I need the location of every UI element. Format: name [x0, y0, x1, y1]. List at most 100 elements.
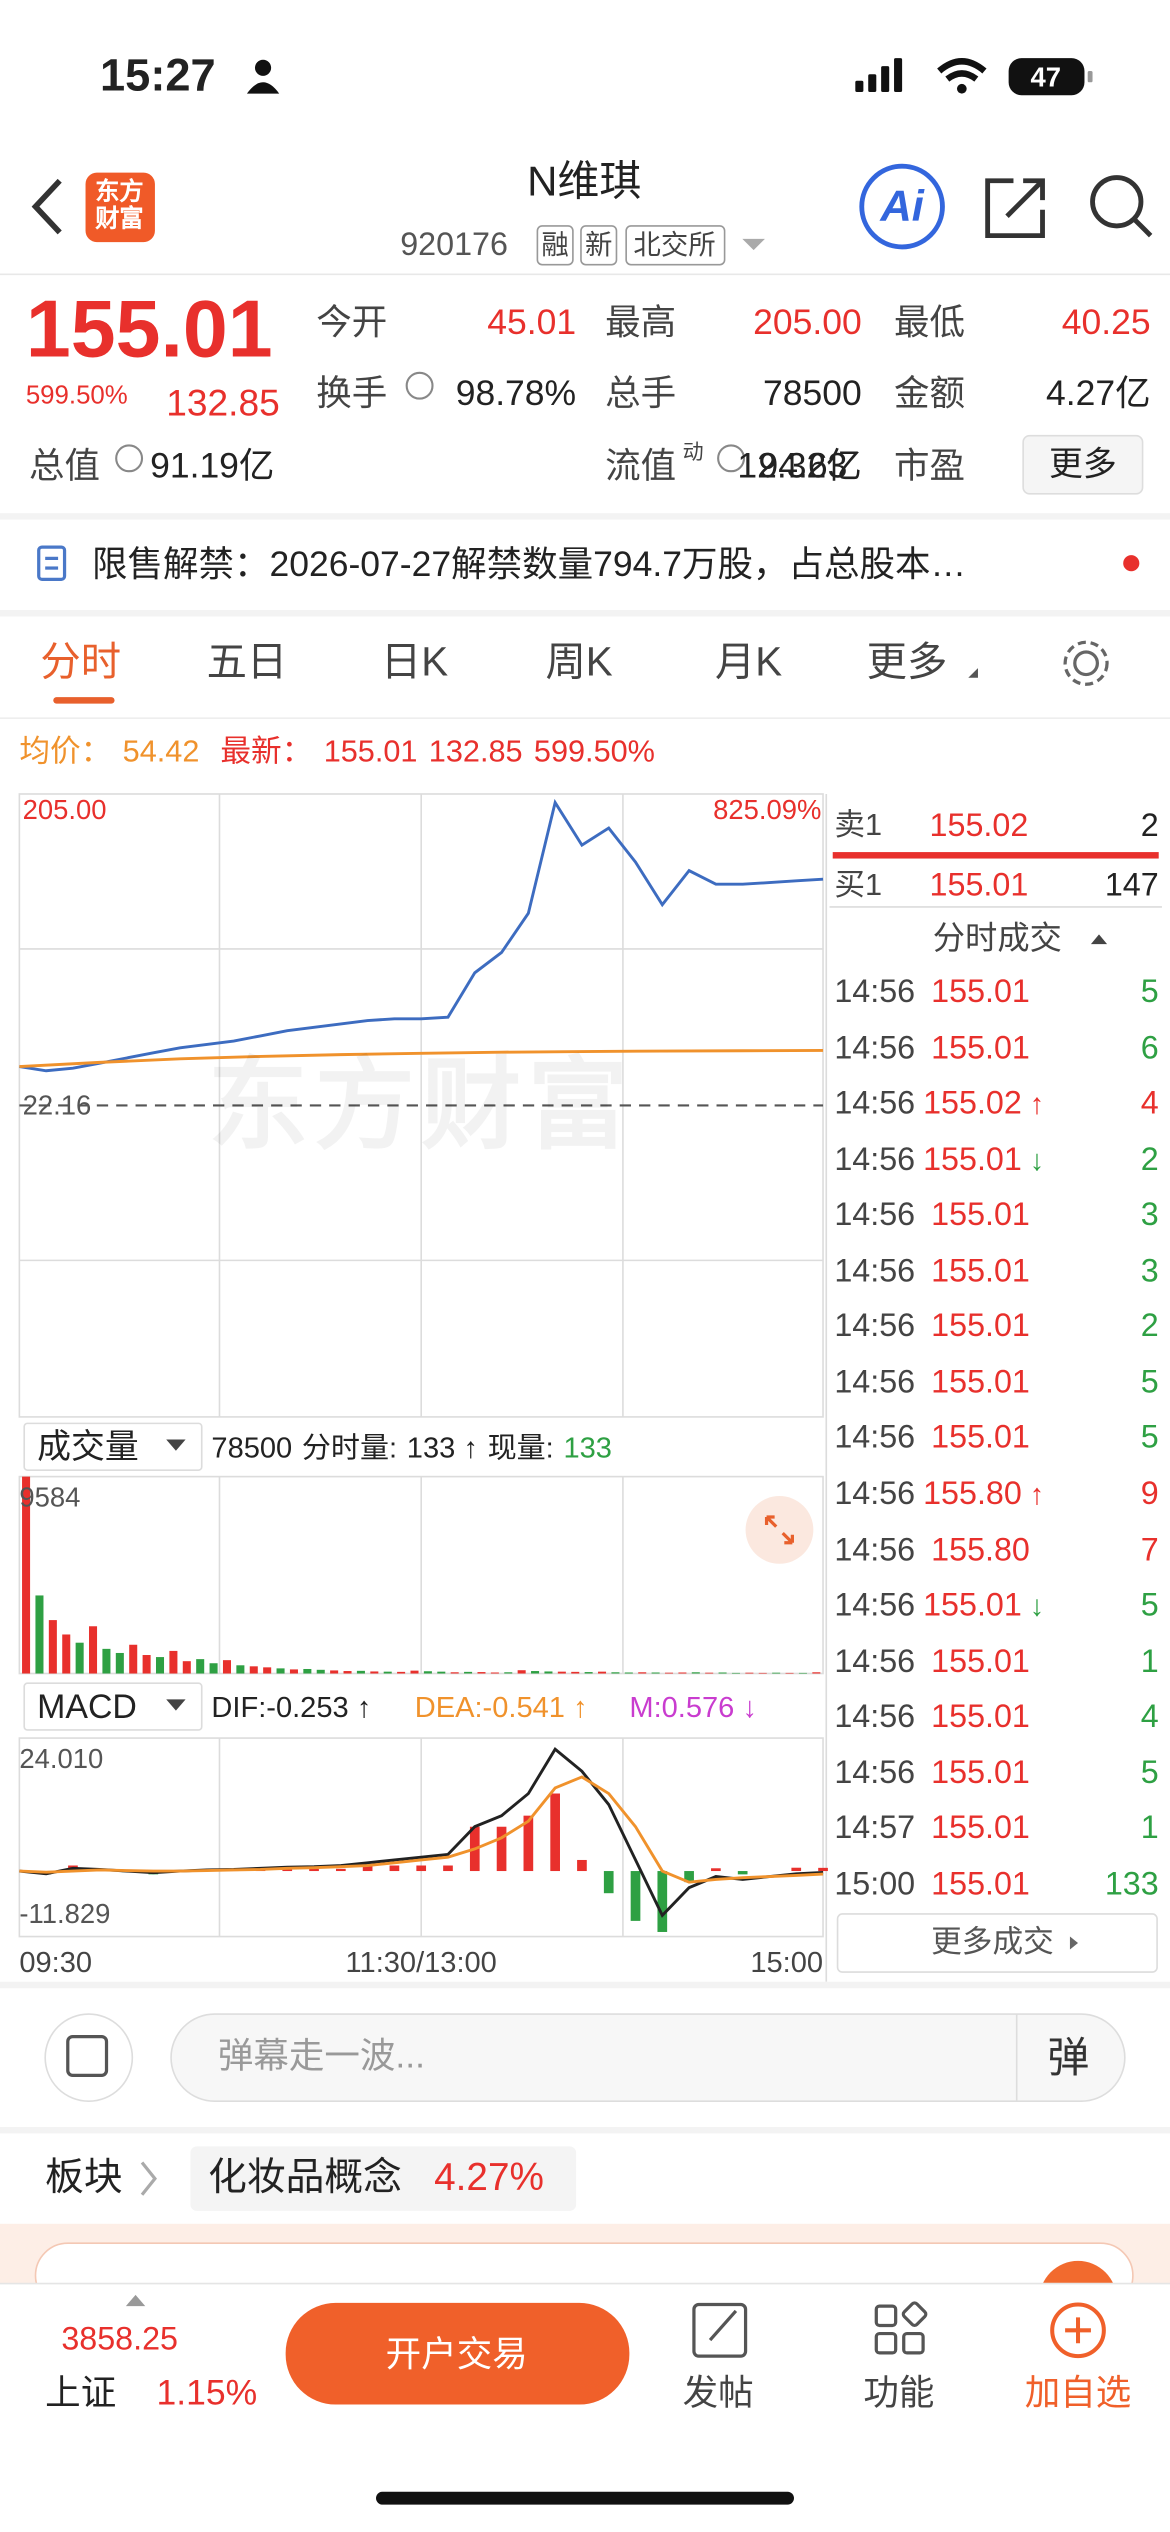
- sector-name[interactable]: 化妆品概念: [208, 2156, 402, 2200]
- stat-value: 4.27亿: [1046, 372, 1151, 414]
- macd-bar: [309, 1868, 319, 1872]
- stock-code: 920176: [400, 227, 508, 264]
- y-tick-label: 22.16: [22, 1090, 92, 1121]
- summary-avg-label: 均价：: [19, 735, 112, 770]
- action-label[interactable]: 功能: [863, 2372, 935, 2413]
- logo-text: 东方财富: [95, 178, 144, 233]
- trade-arrow: ↑: [1029, 1087, 1045, 1121]
- volume-bar: [611, 1672, 620, 1674]
- tab[interactable]: 分时: [40, 639, 122, 686]
- danmu-button[interactable]: 弹: [1047, 2033, 1090, 2082]
- summary-change: 132.85: [428, 735, 523, 770]
- more-trades[interactable]: 更多成交: [931, 1926, 1054, 1960]
- tab[interactable]: 周K: [545, 639, 613, 686]
- search-button[interactable]: [1090, 175, 1144, 229]
- macd-selector[interactable]: MACD: [37, 1688, 137, 1726]
- trade-volume: 5: [1140, 1755, 1159, 1792]
- stat-label: 最高: [605, 301, 677, 343]
- volume-bar: [517, 1670, 526, 1674]
- macd-m: M:0.576 ↓: [629, 1691, 757, 1724]
- notice-text[interactable]: 限售解禁：2026-07-27解禁数量794.7万股，占总股本…: [91, 543, 967, 585]
- volume-bar: [289, 1669, 298, 1674]
- sector-change[interactable]: 4.27%: [434, 2156, 544, 2200]
- tab[interactable]: 五日: [206, 639, 288, 686]
- volume-bar: [584, 1672, 593, 1674]
- macd-bar: [818, 1867, 828, 1872]
- volume-bar: [222, 1660, 231, 1674]
- trade-button-label[interactable]: 开户交易: [385, 2333, 528, 2374]
- volume-minute: 133 ↑: [406, 1431, 478, 1464]
- tab[interactable]: 日K: [380, 639, 449, 686]
- status-icons: [246, 58, 1093, 96]
- comment-input[interactable]: [170, 2013, 1126, 2102]
- volume-bar: [169, 1650, 178, 1674]
- macd-line: [19, 1775, 824, 1884]
- trade-price: 155.01: [931, 1030, 1030, 1066]
- trade-arrow: ↑: [1029, 1478, 1045, 1511]
- trade-button[interactable]: [285, 2302, 630, 2405]
- trade-price: 155.01: [931, 1309, 1030, 1345]
- trade-volume: 9: [1140, 1476, 1159, 1513]
- macd-bar: [523, 1815, 534, 1872]
- summary-avg: 54.42: [122, 735, 200, 770]
- volume-bar: [477, 1672, 486, 1674]
- volume-bar: [705, 1672, 714, 1674]
- volume-bar: [48, 1620, 57, 1674]
- volume-bar: [731, 1672, 740, 1674]
- volume-current: 133: [563, 1431, 612, 1464]
- volume-selector[interactable]: 成交量: [37, 1429, 139, 1467]
- trade-price: 155.01: [931, 974, 1030, 1011]
- volume-minute-label: 分时量:: [301, 1431, 398, 1464]
- book-price: 155.01: [929, 868, 1029, 904]
- sector-pill[interactable]: [190, 2146, 577, 2211]
- volume-bar: [490, 1672, 499, 1674]
- stat-value: 98.78%: [455, 372, 577, 414]
- trade-volume: 6: [1140, 1030, 1159, 1066]
- trade-arrow: ↓: [1029, 1143, 1045, 1176]
- action-label[interactable]: 发帖: [682, 2372, 754, 2413]
- volume-total: 78500: [211, 1431, 293, 1464]
- price-line: [19, 798, 824, 1073]
- tab[interactable]: 月K: [714, 639, 783, 686]
- back-button[interactable]: [31, 178, 62, 235]
- macd-bar: [282, 1868, 293, 1872]
- macd-bar: [603, 1871, 614, 1894]
- plot-area: [19, 798, 828, 1932]
- trade-arrow: ↓: [1029, 1589, 1045, 1623]
- trade-volume: 5: [1140, 1365, 1159, 1401]
- trade-time: 14:56: [834, 1644, 916, 1680]
- volume-bar: [303, 1668, 312, 1674]
- stat-label: 流值: [605, 445, 677, 486]
- volume-bar: [236, 1665, 245, 1674]
- volume-bar: [182, 1661, 191, 1674]
- stat-label: 金额: [894, 372, 966, 414]
- sector-label[interactable]: 板块: [45, 2156, 123, 2200]
- logo: [85, 172, 155, 243]
- share-button[interactable]: [985, 178, 1045, 239]
- ai-button[interactable]: [859, 163, 945, 250]
- more-label[interactable]: 更多: [1048, 446, 1117, 484]
- volume-bar: [691, 1672, 700, 1674]
- trade-time: 14:56: [834, 1476, 916, 1513]
- volume-bar: [62, 1634, 71, 1674]
- stat-label: 市盈: [894, 445, 966, 486]
- volume-bar: [437, 1671, 446, 1674]
- trade-price: 155.80: [923, 1476, 1022, 1513]
- macd-dif: DIF:-0.253 ↑: [211, 1691, 372, 1724]
- tab[interactable]: 更多: [866, 639, 948, 686]
- ai-label[interactable]: Ai: [880, 181, 924, 230]
- book-volume: 2: [1140, 808, 1159, 845]
- trade-volume: 133: [1104, 1867, 1159, 1903]
- book-price: 155.02: [929, 808, 1029, 845]
- macd-bar: [416, 1865, 427, 1872]
- action-label[interactable]: 加自选: [1024, 2372, 1132, 2413]
- more-button[interactable]: [1022, 434, 1144, 495]
- volume-bar: [557, 1671, 566, 1674]
- volume-bar: [531, 1671, 540, 1674]
- last-price: 155.01: [25, 284, 273, 375]
- volume-bar: [249, 1666, 258, 1674]
- comment-placeholder[interactable]: 弹幕走一波...: [217, 2035, 425, 2076]
- trade-price: 155.01: [931, 1644, 1030, 1680]
- trade-volume: 4: [1140, 1699, 1159, 1736]
